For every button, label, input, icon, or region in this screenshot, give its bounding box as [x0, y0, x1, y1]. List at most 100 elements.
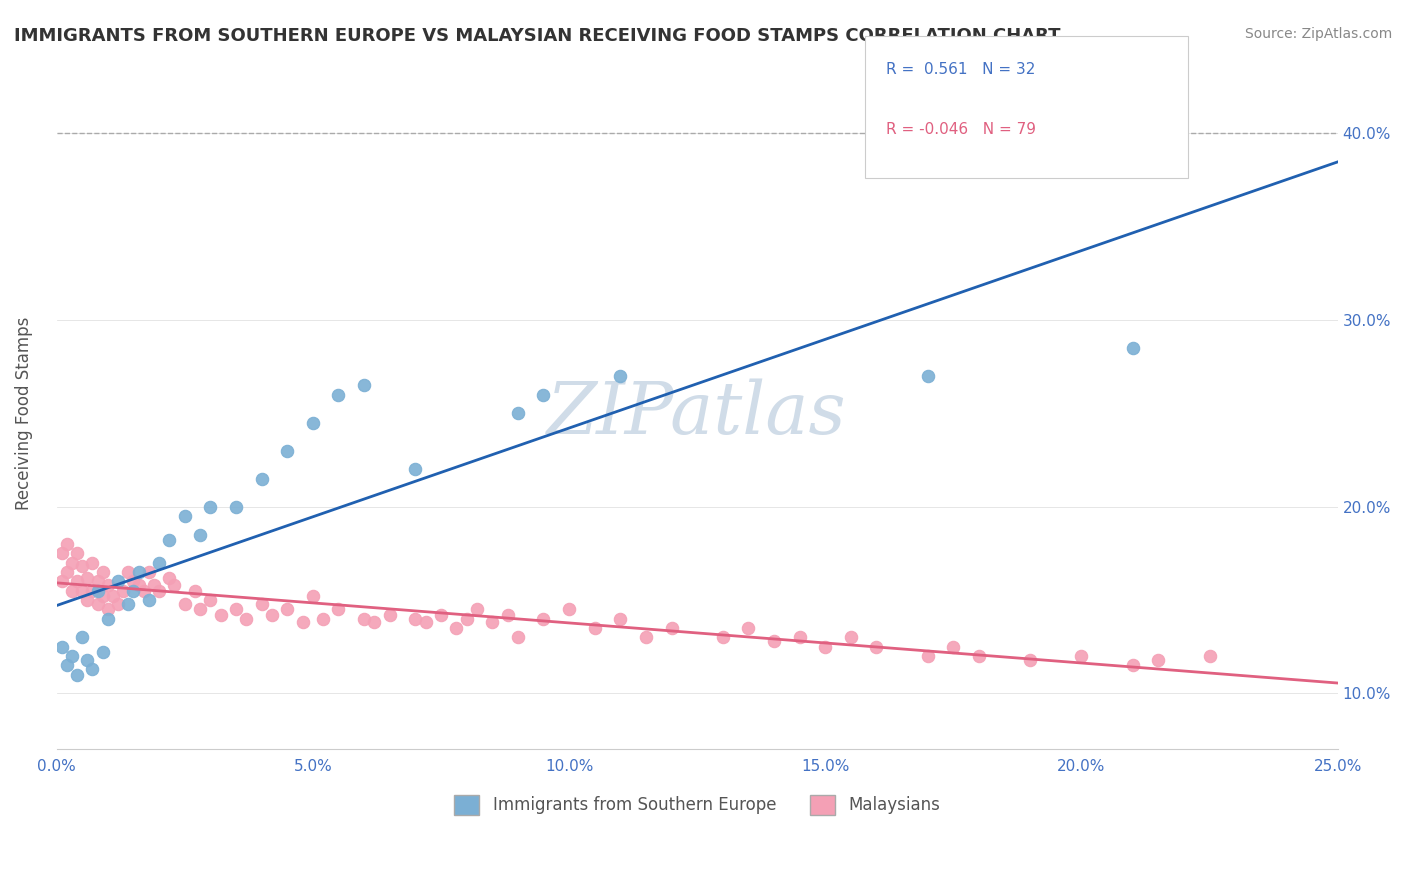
Point	[91, 590, 114, 604]
Point	[51, 546, 73, 560]
Point	[82, 556, 104, 570]
Point	[328, 388, 350, 402]
Point	[415, 615, 437, 630]
Point	[404, 462, 426, 476]
Point	[917, 648, 939, 663]
Point	[1198, 648, 1220, 663]
Point	[506, 406, 529, 420]
Point	[128, 565, 150, 579]
Point	[404, 612, 426, 626]
Point	[112, 583, 135, 598]
Point	[711, 631, 734, 645]
Point	[465, 602, 488, 616]
Point	[51, 640, 73, 654]
Point	[737, 621, 759, 635]
Point	[56, 537, 79, 551]
Point	[967, 648, 990, 663]
Point	[56, 658, 79, 673]
Point	[51, 574, 73, 589]
Point	[76, 571, 98, 585]
Point	[531, 388, 554, 402]
Point	[173, 597, 195, 611]
Point	[70, 631, 93, 645]
Point	[143, 578, 166, 592]
Point	[122, 583, 145, 598]
Point	[506, 631, 529, 645]
Point	[184, 583, 207, 598]
Point	[609, 369, 631, 384]
Text: ZIPatlas: ZIPatlas	[547, 378, 846, 449]
Point	[250, 472, 273, 486]
Point	[157, 571, 180, 585]
Point	[70, 559, 93, 574]
Point	[301, 416, 323, 430]
Point	[91, 645, 114, 659]
Point	[128, 578, 150, 592]
Point	[86, 583, 108, 598]
Point	[157, 533, 180, 548]
Point	[291, 615, 314, 630]
Point	[609, 612, 631, 626]
Point	[1019, 653, 1042, 667]
Point	[481, 615, 503, 630]
Point	[200, 593, 222, 607]
Point	[91, 565, 114, 579]
Point	[363, 615, 385, 630]
Point	[188, 602, 211, 616]
Point	[260, 607, 283, 622]
Point	[97, 612, 120, 626]
Point	[446, 621, 468, 635]
Point	[107, 574, 129, 589]
Point	[97, 578, 120, 592]
Point	[66, 574, 89, 589]
Point	[225, 500, 247, 514]
Point	[138, 593, 160, 607]
Point	[634, 631, 657, 645]
Point	[209, 607, 232, 622]
Point	[762, 634, 785, 648]
Point	[117, 597, 139, 611]
Point	[789, 631, 811, 645]
Point	[276, 443, 298, 458]
Text: Source: ZipAtlas.com: Source: ZipAtlas.com	[1244, 27, 1392, 41]
Point	[661, 621, 683, 635]
Point	[82, 583, 104, 598]
Point	[839, 631, 862, 645]
Point	[200, 500, 222, 514]
Point	[1122, 658, 1144, 673]
Point	[188, 527, 211, 541]
Point	[60, 648, 83, 663]
Point	[122, 574, 145, 589]
Point	[76, 593, 98, 607]
Point	[301, 590, 323, 604]
Point	[456, 612, 478, 626]
Point	[276, 602, 298, 616]
Point	[1147, 653, 1170, 667]
Point	[558, 602, 581, 616]
Point	[225, 602, 247, 616]
Point	[814, 640, 837, 654]
Point	[312, 612, 335, 626]
Point	[97, 602, 120, 616]
Point	[86, 597, 108, 611]
Point	[117, 565, 139, 579]
Point	[60, 583, 83, 598]
Point	[82, 662, 104, 676]
Point	[235, 612, 257, 626]
Point	[917, 369, 939, 384]
Text: IMMIGRANTS FROM SOUTHERN EUROPE VS MALAYSIAN RECEIVING FOOD STAMPS CORRELATION C: IMMIGRANTS FROM SOUTHERN EUROPE VS MALAY…	[14, 27, 1060, 45]
Point	[353, 378, 375, 392]
Point	[66, 546, 89, 560]
Point	[942, 640, 965, 654]
Point	[138, 565, 160, 579]
Text: R =  0.561   N = 32: R = 0.561 N = 32	[886, 62, 1035, 77]
Point	[250, 597, 273, 611]
Legend: Immigrants from Southern Europe, Malaysians: Immigrants from Southern Europe, Malaysi…	[447, 788, 946, 822]
Point	[148, 556, 170, 570]
Point	[173, 509, 195, 524]
Point	[430, 607, 453, 622]
Point	[86, 574, 108, 589]
Point	[76, 653, 98, 667]
Text: R = -0.046   N = 79: R = -0.046 N = 79	[886, 122, 1036, 136]
Point	[1122, 341, 1144, 355]
